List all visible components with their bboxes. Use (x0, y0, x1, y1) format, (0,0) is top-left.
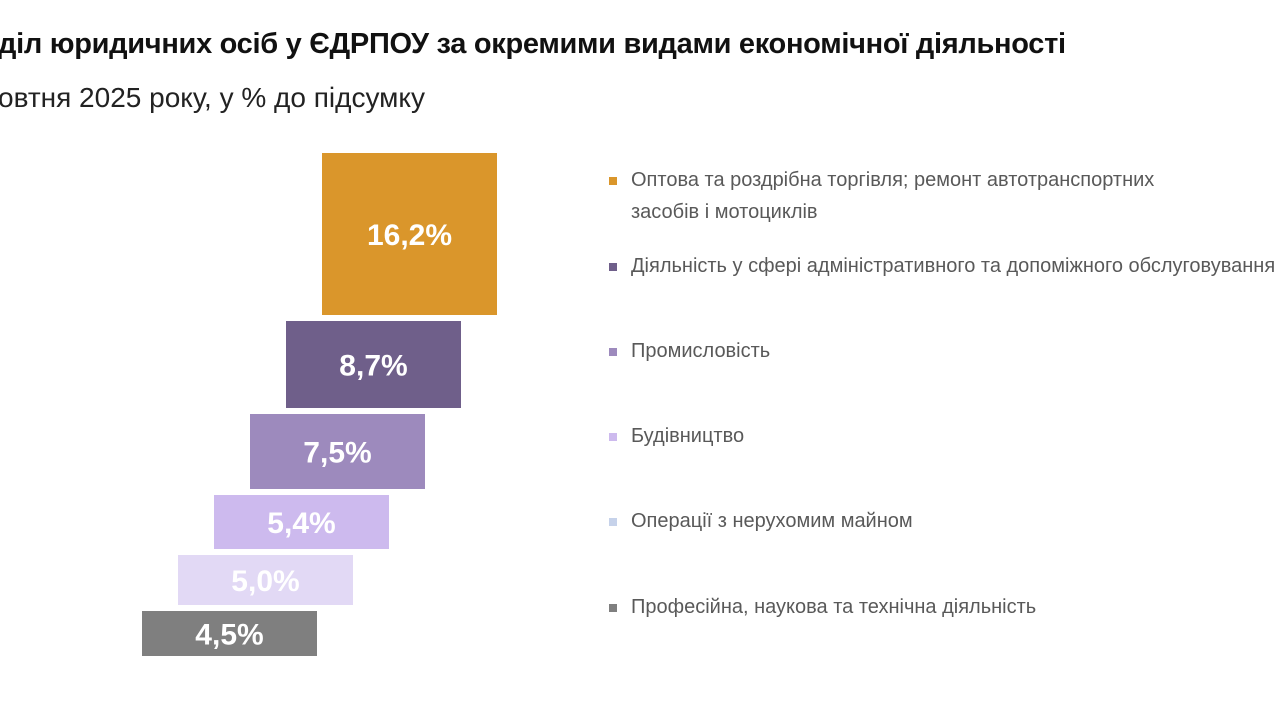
data-label-2: 8,7% (339, 350, 407, 383)
legend-marker-icon (609, 518, 617, 526)
legend-item-3: Промисловість (609, 335, 1280, 367)
data-label-1: 16,2% (367, 219, 452, 252)
legend-label: Оптова та роздрібна торгівля; ремонт авт… (631, 169, 1155, 223)
legend-label: Промисловість (631, 340, 771, 362)
bar-3 (250, 414, 425, 489)
bar-4 (214, 495, 389, 549)
legend-label: Діяльність у сфері адміністративного та … (631, 255, 1276, 277)
legend-marker-icon (609, 177, 617, 185)
bar-6 (142, 611, 317, 656)
data-label-3: 7,5% (303, 437, 371, 470)
legend-item-4: Будівництво (609, 420, 1280, 452)
data-label-5: 5,0% (231, 565, 299, 598)
chart-subtitle: овтня 2025 року, у % до підсумку (0, 82, 425, 113)
legend-marker-icon (609, 263, 617, 271)
legend-label: Будівництво (631, 425, 745, 447)
bar-1 (322, 153, 497, 315)
stepped-bar-chart: 16,2% 8,7% 7,5% 5,4% 5,0% 4,5% (142, 153, 497, 656)
data-label-4: 5,4% (267, 507, 335, 540)
chart-title: діл юридичних осіб у ЄДРПОУ за окремими … (0, 28, 1066, 60)
legend-item-6: Професійна, наукова та технічна діяльніс… (609, 591, 1280, 623)
data-label-6: 4,5% (195, 619, 263, 652)
legend-item-1: Оптова та роздрібна торгівля; ремонт авт… (609, 164, 1280, 228)
legend-item-5: Операції з нерухомим майном (609, 505, 1280, 537)
legend-label: Професійна, наукова та технічна діяльніс… (631, 596, 1037, 618)
bar-5 (178, 555, 353, 605)
legend-marker-icon (609, 348, 617, 356)
legend-label: Операції з нерухомим майном (631, 510, 913, 532)
legend-item-2: Діяльність у сфері адміністративного та … (609, 250, 1280, 282)
legend-marker-icon (609, 433, 617, 441)
bar-2 (286, 321, 461, 408)
legend-marker-icon (609, 604, 617, 612)
